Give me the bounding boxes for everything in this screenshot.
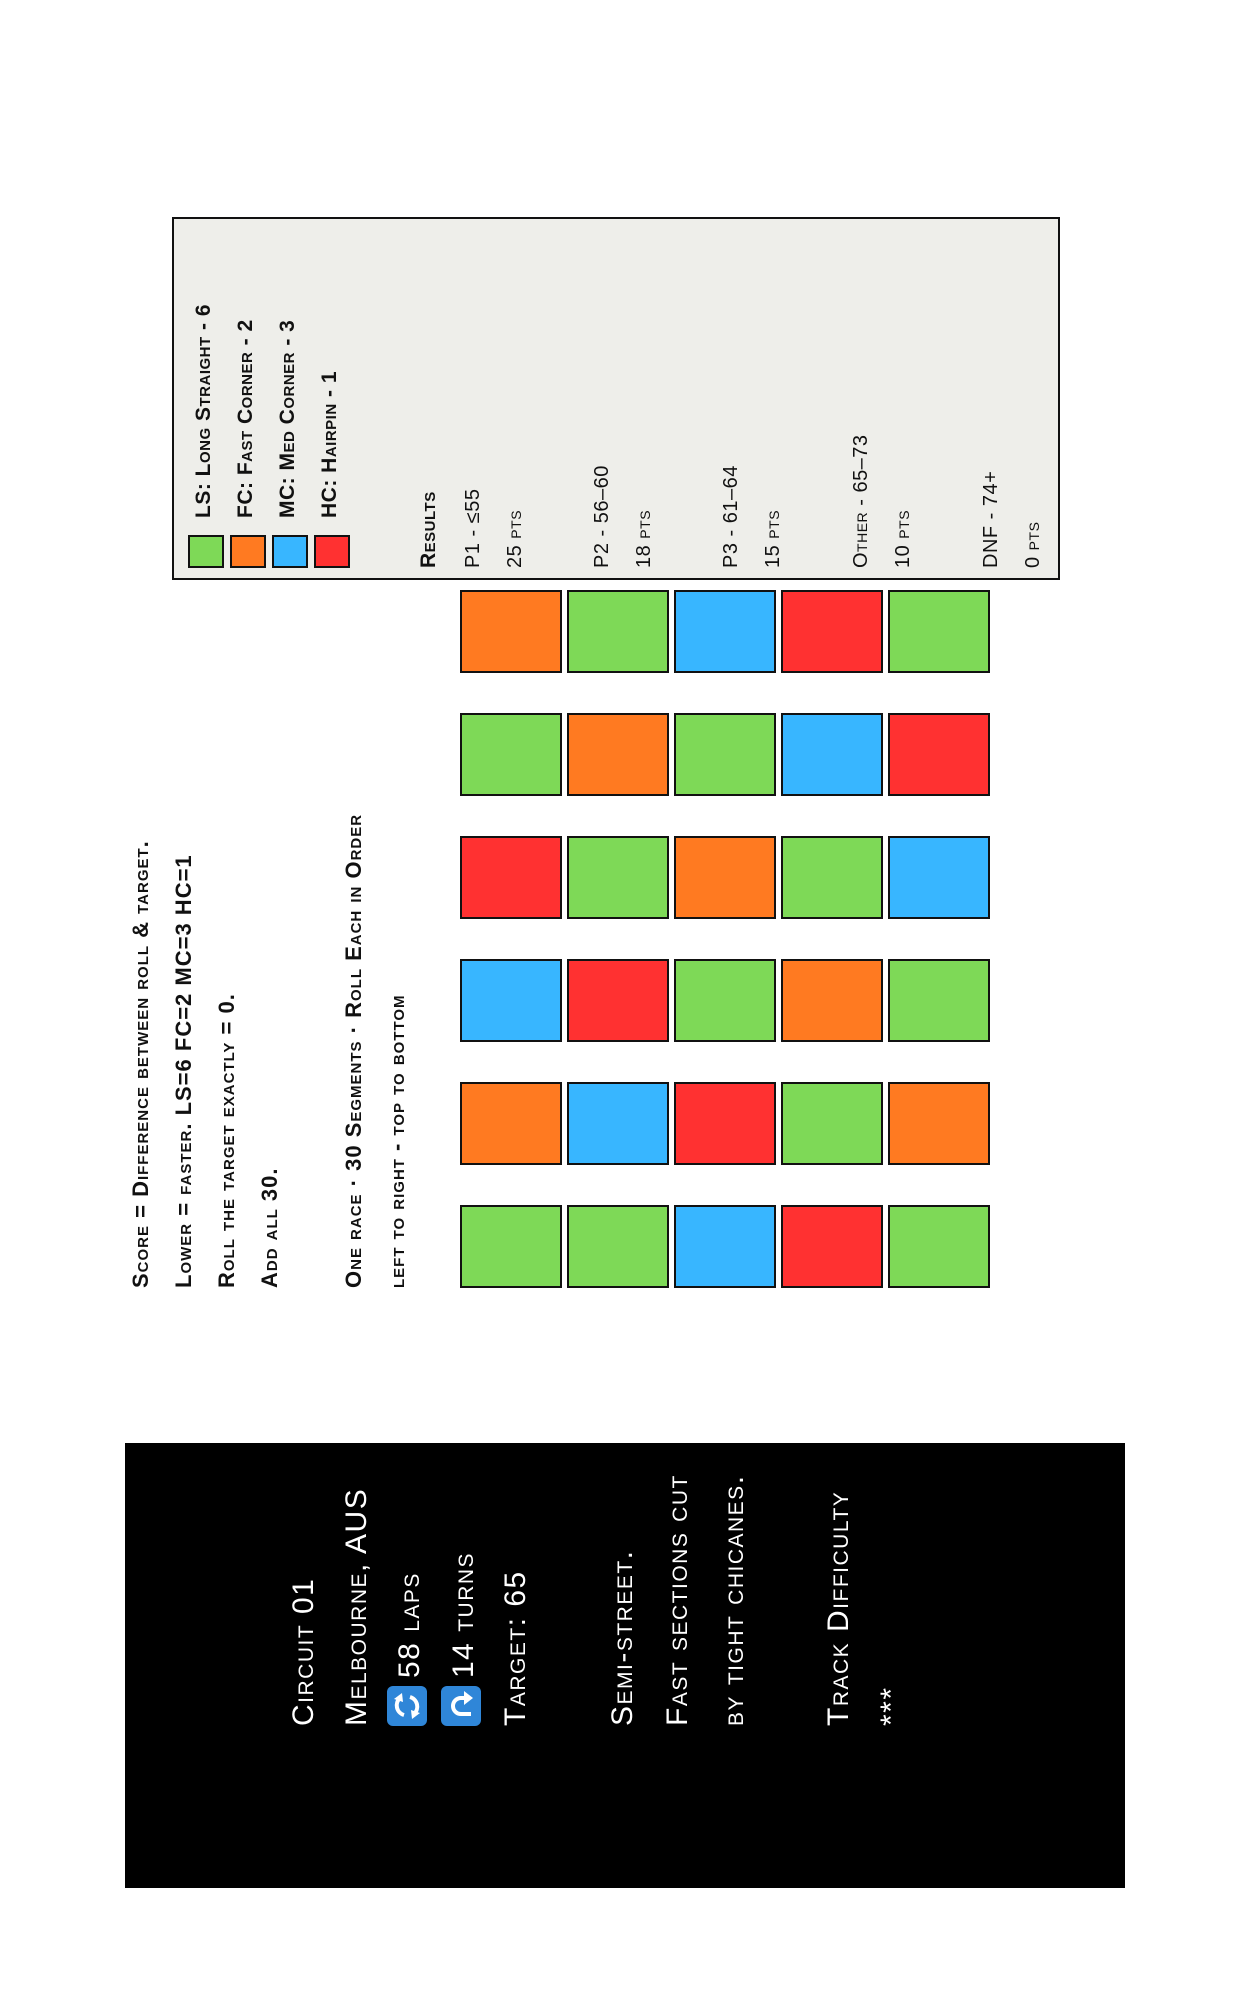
result-p2-points: 18 pts <box>633 509 655 568</box>
rule-score: Score = Difference between roll & target… <box>128 840 153 1288</box>
circuit-info-panel: Circuit 01 Melbourne, AUS 58 laps 14 tur… <box>125 1443 1125 1888</box>
segment-cell-ls <box>888 1205 990 1288</box>
circuit-title: Circuit 01 <box>287 1577 320 1726</box>
legend-long-straight: LS: Long Straight - 6 <box>192 304 215 518</box>
segment-cell-mc <box>674 590 776 673</box>
description-line-2: Fast sections cut <box>661 1474 694 1726</box>
segment-cell-fc <box>781 959 883 1042</box>
result-p1-points: 25 pts <box>504 509 526 568</box>
description-line-1: Semi-street. <box>606 1549 639 1726</box>
difficulty-label: Track Difficulty <box>822 1490 855 1726</box>
segment-cell-hc <box>781 590 883 673</box>
segment-cell-fc <box>460 1082 562 1165</box>
segment-cell-mc <box>781 713 883 796</box>
segment-cell-fc <box>674 836 776 919</box>
results-title: Results <box>417 491 440 568</box>
result-p1-place: P1 - ≤55 <box>462 488 484 568</box>
swatch-med-corner <box>272 535 308 568</box>
legend-hairpin: HC: Hairpin - 1 <box>318 370 341 518</box>
segment-cell-hc <box>781 1205 883 1288</box>
turns-text: 14 turns <box>446 1551 480 1678</box>
circuit-location: Melbourne, AUS <box>340 1487 373 1726</box>
segment-cell-mc <box>460 959 562 1042</box>
rule-add-all: Add all 30. <box>257 1167 282 1288</box>
segment-cell-hc <box>567 959 669 1042</box>
rule-exact-target: Roll the target exactly = 0. <box>214 993 239 1288</box>
swatch-long-straight <box>188 535 224 568</box>
segment-cell-ls <box>674 959 776 1042</box>
legend-med-corner: MC: Med Corner - 3 <box>276 319 299 518</box>
result-other-points: 10 pts <box>892 509 914 568</box>
segment-cell-hc <box>888 713 990 796</box>
result-dnf-points: 0 pts <box>1022 521 1044 568</box>
swatch-fast-corner <box>230 535 266 568</box>
result-p3-place: P3 - 61–64 <box>720 465 742 568</box>
segment-cell-fc <box>460 590 562 673</box>
cycle-icon <box>387 1686 427 1726</box>
segment-cell-ls <box>567 836 669 919</box>
segment-cell-mc <box>567 1082 669 1165</box>
segment-cell-mc <box>888 836 990 919</box>
segment-cell-mc <box>674 1205 776 1288</box>
legend-fast-corner: FC: Fast Corner - 2 <box>234 319 257 518</box>
rule-order: left to right - top to bottom <box>384 994 409 1288</box>
segment-cell-ls <box>781 836 883 919</box>
segment-cell-fc <box>888 1082 990 1165</box>
rule-lower-faster: Lower = faster. LS=6 FC=2 MC=3 HC=1 <box>171 854 196 1288</box>
segment-cell-ls <box>674 713 776 796</box>
segment-cell-hc <box>460 836 562 919</box>
result-p2-place: P2 - 56–60 <box>591 465 613 568</box>
legend-results-box: LS: Long Straight - 6 FC: Fast Corner - … <box>172 217 1060 580</box>
swatch-hairpin <box>314 535 350 568</box>
target-text: Target: 65 <box>499 1570 532 1726</box>
segment-cell-hc <box>674 1082 776 1165</box>
segment-cell-fc <box>567 713 669 796</box>
segment-cell-ls <box>781 1082 883 1165</box>
segment-cell-ls <box>460 713 562 796</box>
result-other-place: Other - 65–73 <box>850 434 872 568</box>
description-line-3: by tight chicanes. <box>717 1474 750 1726</box>
result-p3-points: 15 pts <box>762 509 784 568</box>
turns-line: 14 turns <box>441 1551 485 1726</box>
rule-one-race: One race · 30 Segments · Roll Each in Or… <box>341 813 366 1288</box>
difficulty-stars: *** <box>875 1686 908 1726</box>
segment-cell-ls <box>567 590 669 673</box>
segment-cell-ls <box>888 590 990 673</box>
result-dnf-place: DNF - 74+ <box>980 470 1002 568</box>
laps-text: 58 laps <box>392 1572 426 1678</box>
segment-cell-ls <box>460 1205 562 1288</box>
laps-line: 58 laps <box>387 1572 431 1726</box>
segment-cell-ls <box>567 1205 669 1288</box>
turn-icon <box>441 1686 481 1726</box>
segment-cell-ls <box>888 959 990 1042</box>
